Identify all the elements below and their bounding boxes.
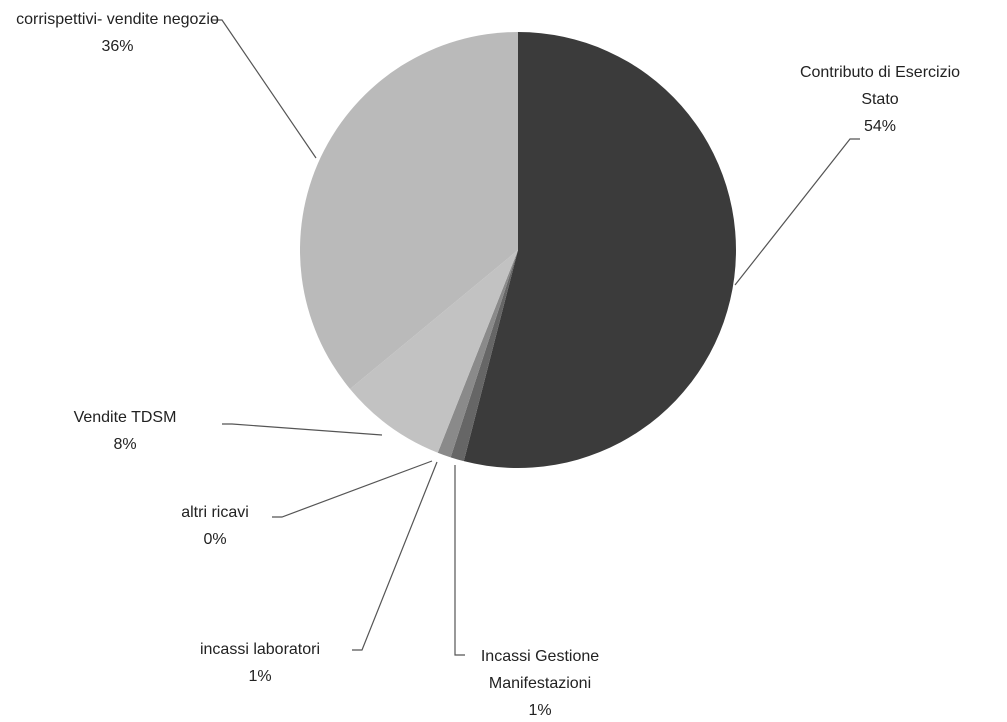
pie-slice	[463, 32, 737, 468]
pie-slice	[350, 250, 518, 453]
slice-percent: 8%	[113, 436, 137, 453]
slice-percent: 54%	[863, 118, 897, 135]
leader-line	[212, 19, 317, 159]
pie-slice	[300, 32, 518, 389]
slice-name: Vendite TDSM	[73, 409, 177, 426]
slice-percent: 36%	[101, 38, 134, 55]
slice-percent: 0%	[203, 531, 227, 548]
leader-line	[272, 460, 433, 518]
slice-percent: 1%	[528, 702, 552, 719]
slice-label: corrispettivi- vendite negozio 36%	[15, 6, 220, 60]
leader-line	[222, 423, 383, 436]
slice-name: Incassi Gestione Manifestazioni	[480, 648, 600, 692]
leader-line	[734, 138, 860, 286]
slice-percent: 1%	[248, 668, 272, 685]
pie-slice	[437, 250, 518, 458]
slice-name: Contributo di Esercizio Stato	[799, 64, 961, 108]
slice-label: altri ricavi 0%	[135, 499, 295, 553]
slice-name: incassi laboratori	[199, 641, 321, 658]
slice-label: Incassi Gestione Manifestazioni 1%	[455, 643, 625, 722]
leader-line	[454, 465, 465, 656]
pie-slice	[450, 250, 518, 462]
slice-name: altri ricavi	[181, 504, 249, 521]
slice-label: incassi laboratori 1%	[160, 636, 360, 690]
slice-name: corrispettivi- vendite negozio	[16, 11, 219, 28]
slice-label: Contributo di Esercizio Stato 54%	[785, 59, 975, 140]
slice-label: Vendite TDSM 8%	[45, 404, 205, 458]
leader-line	[352, 461, 438, 651]
